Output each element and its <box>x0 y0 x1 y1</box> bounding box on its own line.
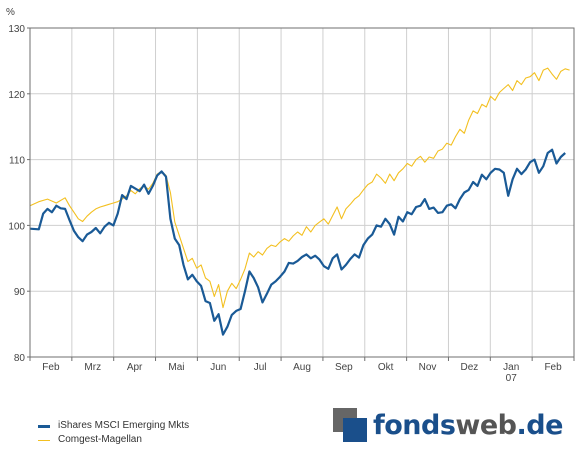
legend-label-1: iShares MSCI Emerging Mkts <box>58 420 190 431</box>
y-tick-label: 100 <box>8 221 25 232</box>
x-tick-label: Dez <box>460 362 478 373</box>
legend-item-1: iShares MSCI Emerging Mkts <box>38 419 189 433</box>
plot-background <box>30 28 574 357</box>
logo-text: fondsweb.de <box>373 409 563 441</box>
y-tick-label: 90 <box>14 287 26 298</box>
x-tick-sublabel: 07 <box>506 373 518 384</box>
y-axis-unit: % <box>6 7 15 18</box>
legend-item-2: Comgest-Magellan <box>38 433 189 447</box>
x-tick-label: Jul <box>254 362 267 373</box>
series-line-ishares <box>29 148 566 336</box>
x-tick-label: Mai <box>168 362 184 373</box>
y-axis-ticks: 80 90 100 110 120 130 <box>8 24 30 364</box>
y-tick-label: 130 <box>8 24 25 35</box>
chart-legend: iShares MSCI Emerging Mkts Comgest-Magel… <box>38 419 189 447</box>
legend-label-2: Comgest-Magellan <box>58 434 142 445</box>
x-tick-label: Apr <box>127 362 143 373</box>
x-tick-label: Jun <box>210 362 226 373</box>
x-tick-label: Jan <box>503 362 519 373</box>
chart-grid <box>30 27 574 358</box>
legend-swatch-1 <box>38 424 50 428</box>
x-tick-label: Sep <box>335 362 353 373</box>
x-tick-label: Feb <box>544 362 562 373</box>
legend-swatch-2 <box>38 439 50 441</box>
x-tick-label: Okt <box>378 362 394 373</box>
x-tick-label: Mrz <box>84 362 101 373</box>
fondsweb-logo[interactable]: fondsweb.de <box>333 405 563 445</box>
x-tick-label: Nov <box>419 362 437 373</box>
x-tick-label: Feb <box>42 362 60 373</box>
logo-mark-icon <box>333 408 367 442</box>
plot-frame <box>29 27 575 358</box>
y-tick-label: 120 <box>8 90 25 101</box>
series-line-comgest <box>29 67 570 309</box>
chart-series <box>29 67 570 336</box>
y-tick-label: 80 <box>14 353 26 364</box>
x-tick-label: Aug <box>293 362 311 373</box>
y-tick-label: 110 <box>9 156 25 167</box>
